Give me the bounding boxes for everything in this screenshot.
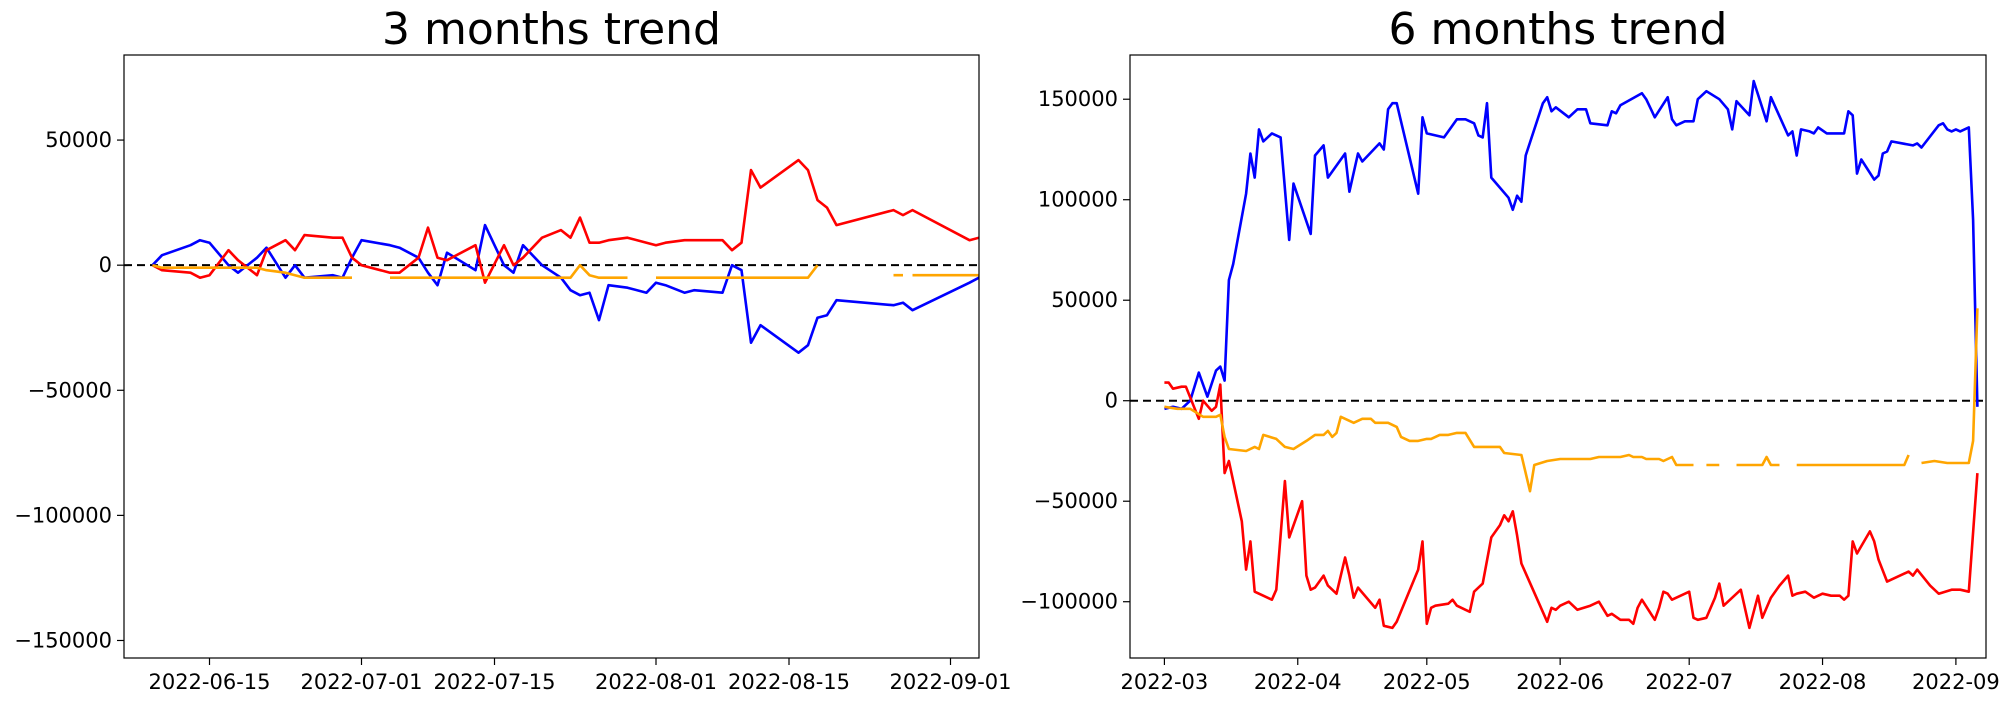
x-tick-label: 2022-07-01	[300, 670, 422, 694]
series-line-2	[1164, 308, 1979, 493]
series-group	[151, 158, 979, 354]
chart-6-months: 150000 100000 50000 0 −50000 −100000 2022-03 20…	[1020, 4, 2000, 694]
series-line-2	[152, 263, 979, 279]
y-tick-label: 50000	[1051, 288, 1118, 312]
series-line-0	[1164, 79, 1979, 411]
plot-area	[1130, 55, 1986, 658]
x-tick-label: 2022-07-15	[433, 670, 555, 694]
chart-title: 6 months trend	[1389, 4, 1728, 55]
series-line-1	[151, 158, 979, 284]
y-tick-label: 100000	[1038, 188, 1118, 212]
x-tick-label: 2022-09	[1912, 670, 2000, 694]
y-tick-label: 150000	[1038, 87, 1118, 111]
y-tick-label: 50000	[45, 128, 112, 152]
x-tick-label: 2022-05	[1383, 670, 1471, 694]
axes-frame	[123, 54, 980, 659]
y-tick-label: −50000	[28, 378, 112, 402]
x-tick-label: 2022-06-15	[148, 670, 270, 694]
y-tick-label: −100000	[1020, 590, 1118, 614]
x-tick-label: 2022-06	[1516, 670, 1604, 694]
series-line-0	[151, 223, 979, 354]
chart-3-months: 50000 0 −50000 −100000 −150000 2022-06-15 2022…	[14, 4, 1011, 694]
axes-frame	[1129, 54, 1987, 659]
x-tick-label: 2022-03	[1121, 670, 1209, 694]
y-tick-label: −100000	[14, 503, 112, 527]
series-group	[1164, 79, 1979, 630]
x-tick-label: 2022-08-15	[728, 670, 850, 694]
x-tick-label: 2022-08-01	[595, 670, 717, 694]
x-tick-label: 2022-04	[1254, 670, 1342, 694]
y-tick-label: 0	[1105, 389, 1118, 413]
y-tick-label: −50000	[1034, 489, 1118, 513]
series-line-1	[1164, 381, 1979, 630]
y-tick-label: 0	[99, 253, 112, 277]
chart-title: 3 months trend	[382, 4, 721, 55]
plot-area	[124, 55, 979, 658]
x-tick-label: 2022-07	[1645, 670, 1733, 694]
y-tick-label: −150000	[14, 628, 112, 652]
x-tick-label: 2022-08	[1779, 670, 1867, 694]
x-tick-label: 2022-09-01	[889, 670, 1011, 694]
